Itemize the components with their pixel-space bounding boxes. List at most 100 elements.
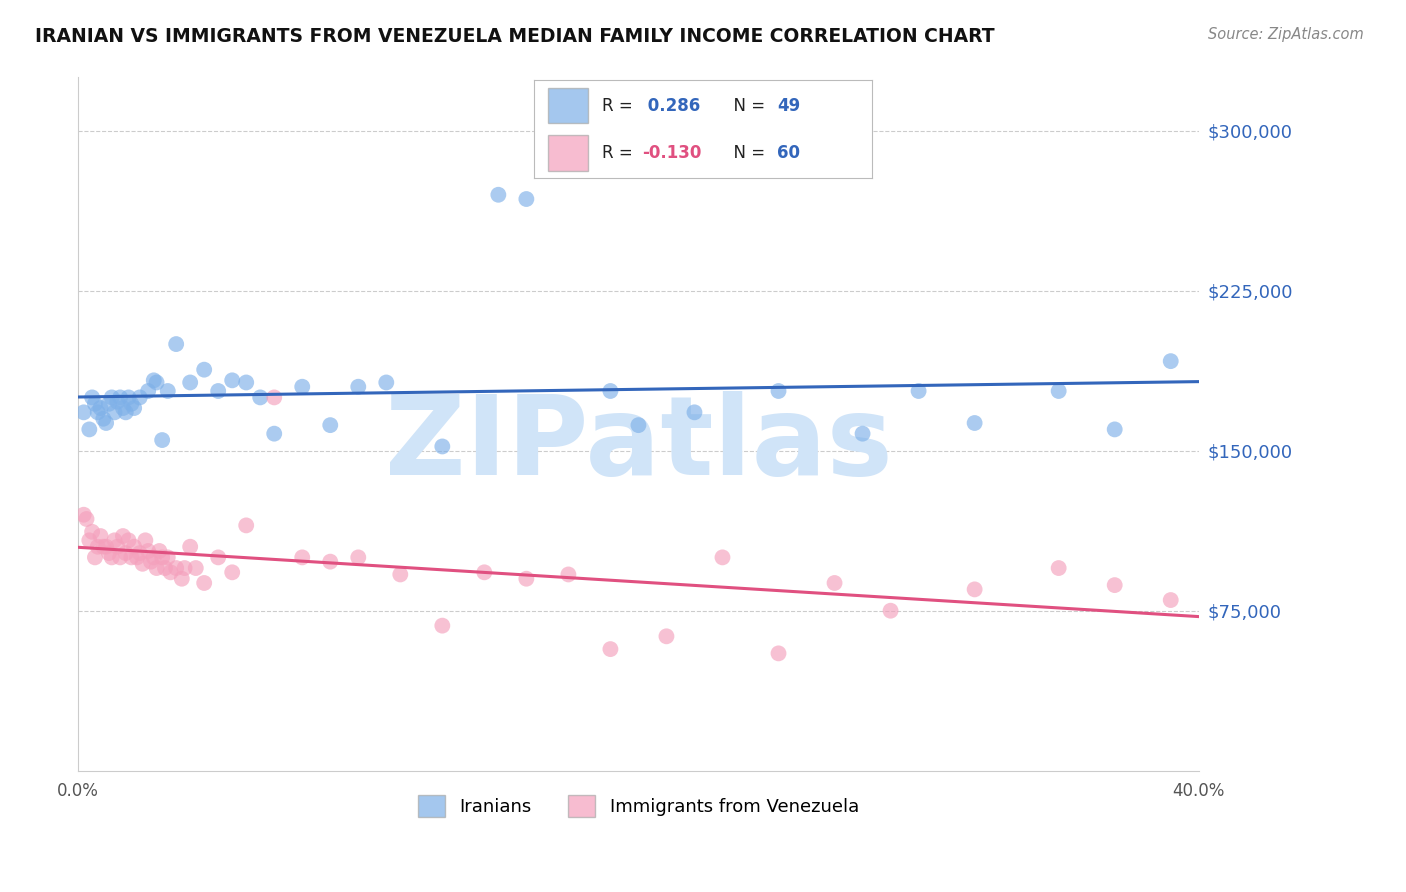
Point <box>117 391 139 405</box>
Point <box>179 376 201 390</box>
Point <box>1104 422 1126 436</box>
Point <box>150 433 173 447</box>
Point <box>768 646 790 660</box>
Point <box>432 440 454 454</box>
Point <box>87 540 110 554</box>
Point <box>768 384 790 398</box>
Point <box>170 572 193 586</box>
Text: ZIPatlas: ZIPatlas <box>385 392 893 499</box>
Point <box>73 405 96 419</box>
Text: IRANIAN VS IMMIGRANTS FROM VENEZUELA MEDIAN FAMILY INCOME CORRELATION CHART: IRANIAN VS IMMIGRANTS FROM VENEZUELA MED… <box>35 27 995 45</box>
Point <box>291 550 314 565</box>
Point <box>375 376 398 390</box>
Point <box>599 384 621 398</box>
Point <box>128 391 150 405</box>
Point <box>122 540 145 554</box>
Point <box>1047 561 1070 575</box>
Text: 49: 49 <box>778 97 800 115</box>
Point <box>91 411 114 425</box>
Point <box>97 546 120 560</box>
Point <box>114 546 136 560</box>
Point <box>1104 578 1126 592</box>
Point <box>136 544 159 558</box>
Point <box>963 582 986 597</box>
Point <box>114 405 136 419</box>
Point <box>207 384 229 398</box>
Point <box>87 405 110 419</box>
Point <box>111 529 134 543</box>
Point <box>193 362 215 376</box>
Text: Source: ZipAtlas.com: Source: ZipAtlas.com <box>1208 27 1364 42</box>
Point <box>907 384 929 398</box>
Text: R =: R = <box>602 97 638 115</box>
Point <box>432 618 454 632</box>
Point <box>145 561 167 575</box>
Point <box>136 384 159 398</box>
Text: -0.130: -0.130 <box>643 144 702 161</box>
Point <box>1047 384 1070 398</box>
Point <box>120 397 142 411</box>
Point <box>84 397 107 411</box>
Point <box>100 550 122 565</box>
Point <box>165 337 187 351</box>
Point <box>90 529 112 543</box>
Point <box>1160 354 1182 368</box>
Point <box>221 566 243 580</box>
Point <box>655 629 678 643</box>
Point <box>73 508 96 522</box>
Point <box>79 422 101 436</box>
Point <box>824 576 846 591</box>
Point <box>105 394 128 409</box>
FancyBboxPatch shape <box>548 136 588 170</box>
Point <box>103 405 125 419</box>
Point <box>627 418 650 433</box>
Text: N =: N = <box>723 144 770 161</box>
Text: N =: N = <box>723 97 770 115</box>
Point <box>235 518 257 533</box>
Point <box>103 533 125 548</box>
Point <box>84 550 107 565</box>
Point <box>347 380 370 394</box>
Point <box>125 550 148 565</box>
Point <box>319 555 342 569</box>
Point <box>683 405 706 419</box>
Point <box>82 391 104 405</box>
Point <box>184 561 207 575</box>
Point <box>120 550 142 565</box>
Point <box>153 561 176 575</box>
Text: 60: 60 <box>778 144 800 161</box>
Point <box>150 550 173 565</box>
Point <box>156 384 179 398</box>
Point <box>145 376 167 390</box>
FancyBboxPatch shape <box>548 88 588 123</box>
Point <box>97 397 120 411</box>
Point <box>472 566 495 580</box>
Point <box>76 512 98 526</box>
Legend: Iranians, Immigrants from Venezuela: Iranians, Immigrants from Venezuela <box>411 788 866 824</box>
Point <box>711 550 734 565</box>
Point <box>142 550 165 565</box>
Point <box>91 540 114 554</box>
Point <box>156 550 179 565</box>
Point <box>263 391 285 405</box>
Point <box>173 561 195 575</box>
Point <box>134 533 156 548</box>
Point <box>319 418 342 433</box>
Point <box>108 550 131 565</box>
Point <box>90 401 112 415</box>
Point <box>139 555 162 569</box>
Point <box>79 533 101 548</box>
Point <box>82 524 104 539</box>
Point <box>599 642 621 657</box>
Point <box>221 373 243 387</box>
Point <box>557 567 579 582</box>
Point <box>179 540 201 554</box>
Point <box>291 380 314 394</box>
Point <box>389 567 412 582</box>
Point <box>100 391 122 405</box>
Point <box>515 192 537 206</box>
Point <box>851 426 873 441</box>
Point <box>249 391 271 405</box>
Point <box>94 416 117 430</box>
Point <box>1160 593 1182 607</box>
